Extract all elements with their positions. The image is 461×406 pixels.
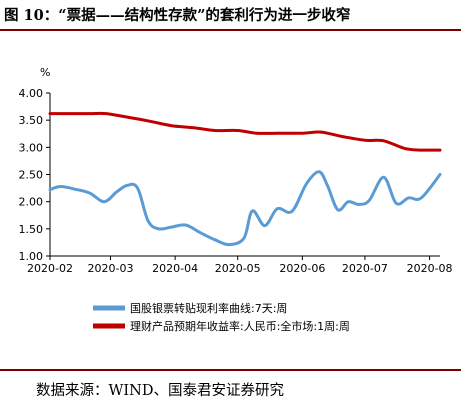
x-tick-label: 2020-07	[342, 262, 388, 275]
y-tick-label: 3.50	[19, 114, 44, 127]
y-tick-label: 1.50	[19, 223, 44, 236]
x-tick-label: 2020-08	[407, 262, 453, 275]
y-tick-label: 2.50	[19, 169, 44, 182]
y-tick-label: 3.00	[19, 141, 44, 154]
data-source: 数据来源：WIND、国泰君安证券研究	[36, 383, 284, 399]
line-chart: % 4.003.503.002.502.001.501.00 2020-02 20…	[19, 66, 453, 333]
series-line-2	[48, 111, 442, 152]
legend-label-2: 理财产品预期年收益率:人民币:全市场:1周:周	[130, 319, 350, 333]
x-tick-label: 2020-03	[87, 262, 133, 275]
y-tick-label: 2.00	[19, 196, 44, 209]
y-axis-unit: %	[40, 66, 50, 79]
x-tick-label: 2020-05	[215, 262, 261, 275]
source-rule	[0, 369, 461, 371]
x-tick-label: 2020-02	[27, 262, 73, 275]
y-tick-label: 1.00	[19, 250, 44, 263]
series-line-1	[48, 170, 442, 247]
y-tick-label: 4.00	[19, 87, 44, 100]
x-axis-ticks: 2020-02 2020-03 2020-04 2020-05 2020-06 2020-…	[27, 256, 453, 275]
x-tick-label: 2020-04	[152, 262, 198, 275]
figure-title: 图 10：“票据——结构性存款”的套利行为进一步收窄	[4, 7, 351, 24]
x-tick-label: 2020-06	[279, 262, 325, 275]
legend-label-1: 国股银票转贴现利率曲线:7天:周	[130, 301, 287, 315]
y-axis-ticks: 4.00 3.50 3.00 2.50 2.00 1.50 1.00	[19, 87, 50, 263]
series-layer	[48, 111, 442, 247]
title-rule	[0, 29, 461, 31]
